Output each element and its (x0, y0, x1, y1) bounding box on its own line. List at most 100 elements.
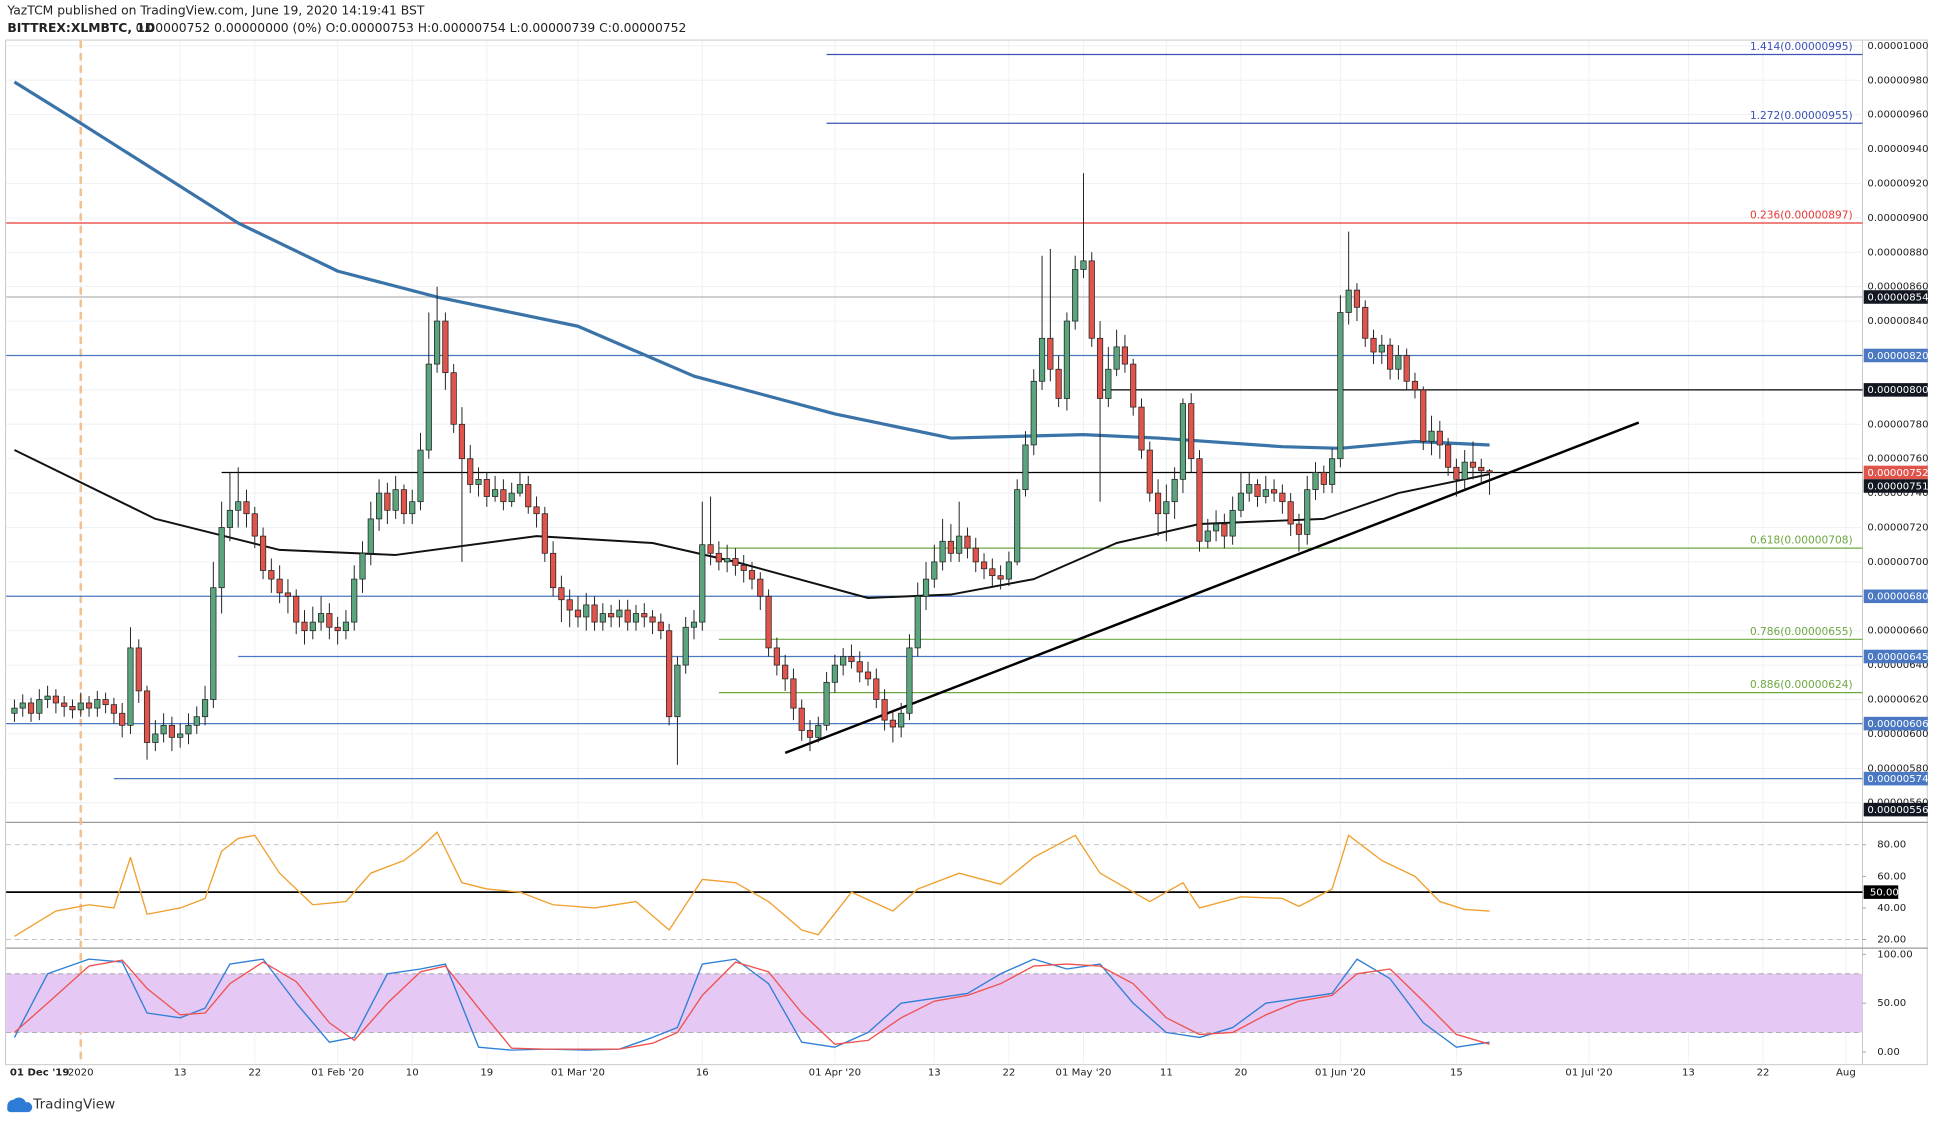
candle-body (1353, 289, 1361, 308)
candle-body (1420, 389, 1427, 442)
candle-body (251, 513, 258, 537)
candle-body (690, 621, 698, 628)
candle-body (235, 501, 242, 511)
candle-body (790, 678, 797, 709)
candle-body (806, 730, 814, 738)
quote: 0.00000752 0.00000000 (0%) O:0.00000753 … (136, 21, 687, 35)
level-label: 1.414(0.00000995) (1750, 41, 1853, 53)
candle-body (964, 535, 971, 549)
candle-body (1072, 269, 1079, 322)
candle-body (392, 489, 399, 511)
candle-body (284, 592, 292, 597)
candle-body (674, 664, 681, 718)
price-badge (1863, 290, 1928, 304)
candle-body (956, 535, 963, 554)
x-tick-label: 22 (1002, 1068, 1015, 1079)
candle-body (558, 587, 565, 601)
candle-body (1121, 346, 1128, 365)
candle-body (400, 489, 408, 515)
y-tick-label: 0.00000720 (1867, 522, 1928, 533)
candle-body (19, 702, 26, 709)
candle-body (906, 647, 913, 714)
candle-body (1254, 484, 1261, 497)
candle-body (989, 568, 996, 577)
candle-body (864, 671, 872, 680)
candle-body (359, 552, 366, 580)
candle-body (259, 535, 267, 571)
candle-body (309, 621, 316, 632)
candle-body (1154, 492, 1162, 515)
price-badge-label: 0.00000751 (1867, 481, 1928, 492)
candle-body (840, 656, 847, 666)
candle-body (748, 570, 756, 580)
y-tick-label: 0.00000960 (1867, 110, 1928, 121)
candle-body (873, 678, 880, 700)
candle-body (1436, 430, 1443, 446)
range-band (6, 973, 1863, 1033)
candle-body (52, 695, 59, 704)
candle-body (782, 664, 789, 680)
candle-body (1461, 461, 1468, 480)
candle-body (417, 449, 424, 503)
x-tick-label: Aug (1836, 1068, 1856, 1079)
candle-body (616, 609, 623, 618)
x-tick-label: 01 Feb '20 (311, 1068, 364, 1079)
y-tick-label: 0.00000860 (1867, 282, 1928, 293)
candle-body (1096, 337, 1104, 399)
candle-body (1163, 501, 1170, 515)
price-badge-label: 0.00000574 (1867, 774, 1928, 785)
overlay-line (784, 421, 1640, 754)
candle-body (1370, 337, 1377, 353)
candle-body (135, 647, 142, 692)
candle-body (1478, 466, 1485, 472)
candle-body (218, 527, 225, 589)
candle-body (1445, 444, 1452, 468)
candle-body (1246, 484, 1253, 494)
brand-logo: TradingView (7, 1097, 115, 1113)
price-badge-label: 0.00000645 (1867, 652, 1928, 663)
candle-body (442, 320, 449, 374)
indicator-line (13, 959, 1490, 1050)
price-badge-label: 0.00000752 (1867, 468, 1928, 479)
candle-body (27, 702, 35, 714)
candle-body (152, 733, 159, 743)
candle-body (110, 704, 117, 714)
candle-body (1055, 368, 1062, 399)
y-tick-label: 0.00000940 (1867, 144, 1928, 155)
candle-body (1387, 344, 1394, 370)
candle-body (533, 506, 540, 515)
candle-body (293, 595, 300, 623)
candle-body (1345, 289, 1352, 313)
price-badge (1863, 589, 1928, 604)
candle-body (1237, 492, 1245, 511)
candle-body (201, 699, 209, 718)
candle-body (1295, 523, 1303, 535)
candle-body (1138, 406, 1145, 451)
candle-body (317, 613, 325, 623)
x-tick-label: 22 (1757, 1068, 1770, 1079)
x-tick-label: 13 (928, 1068, 941, 1079)
level-label: 0.886(0.00000624) (1750, 679, 1853, 691)
y-tick-label: 100.00 (1877, 949, 1912, 960)
candle-body (1105, 368, 1112, 399)
candle-body (1196, 458, 1203, 542)
candle-body (1063, 320, 1070, 399)
candle-body (1171, 478, 1178, 503)
publisher-line: YazTCM published on TradingView.com, Jun… (6, 4, 424, 18)
candle-body (881, 699, 888, 721)
price-badge (1863, 649, 1928, 664)
y-tick-label: 0.00000780 (1867, 419, 1928, 430)
candle-body (1221, 523, 1228, 537)
candle-body (525, 484, 532, 508)
candle-body (997, 575, 1004, 580)
x-tick-label: 16 (696, 1068, 709, 1079)
x-tick-label: 22 (248, 1068, 261, 1079)
price-badge-label: 0.00000854 (1867, 292, 1928, 303)
y-tick-label: 0.00000900 (1867, 213, 1928, 224)
candle-body (1088, 260, 1095, 339)
x-tick-label: 13 (174, 1068, 187, 1079)
candle-body (409, 501, 416, 515)
candle-body (450, 372, 457, 425)
